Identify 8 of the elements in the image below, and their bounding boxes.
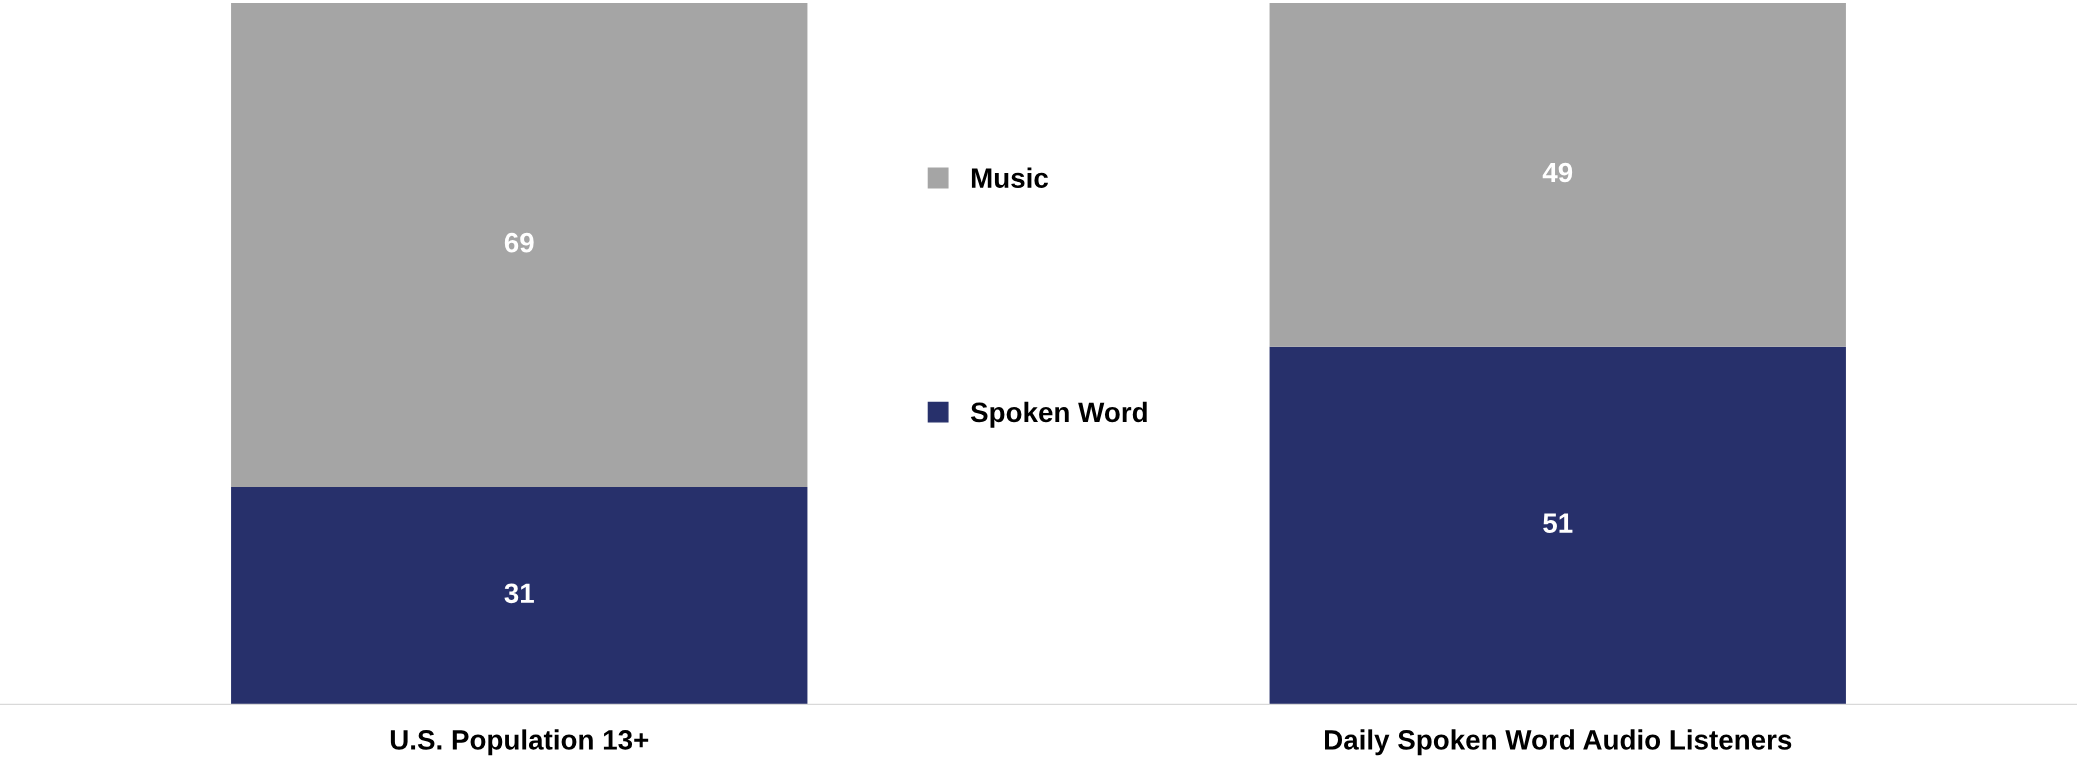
legend-label: Spoken Word: [970, 401, 1147, 428]
data-label: 51: [1543, 513, 1573, 533]
x-tick-label: U.S. Population 13+: [390, 729, 649, 756]
data-label: 69: [504, 232, 534, 253]
x-tick-label: Daily Spoken Word Audio Listeners: [1325, 729, 1792, 756]
data-label: 31: [504, 583, 534, 604]
legend-label: Music: [971, 167, 1048, 188]
data-label: 49: [1542, 162, 1573, 183]
